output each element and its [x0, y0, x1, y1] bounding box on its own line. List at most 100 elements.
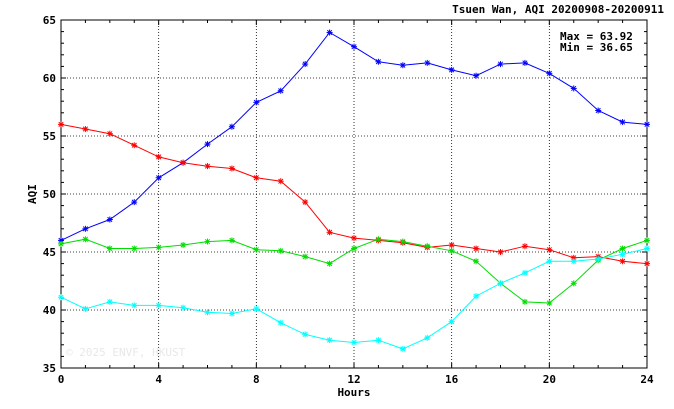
data-point-marker [570, 258, 577, 265]
grid-lines [61, 20, 647, 368]
data-point-marker [448, 242, 455, 249]
data-point-marker [253, 174, 260, 181]
data-point-marker [180, 304, 187, 311]
data-point-marker [448, 66, 455, 73]
data-point-marker [399, 62, 406, 69]
watermark: © 2025 ENVF, HKUST [66, 346, 186, 359]
x-tick-label: 4 [155, 373, 162, 386]
data-point-marker [644, 260, 650, 267]
data-point-marker [351, 339, 357, 346]
data-point-marker [82, 305, 89, 312]
data-point-marker [424, 334, 431, 341]
x-tick-label: 8 [253, 373, 260, 386]
data-point-marker [204, 163, 211, 170]
data-point-marker [326, 337, 333, 344]
data-point-marker [546, 300, 553, 307]
data-point-marker [497, 249, 504, 255]
data-point-marker [204, 141, 211, 148]
y-tick-label: 60 [43, 72, 56, 85]
y-axis: 35 40 45 50 55 60 65 [43, 14, 647, 375]
data-point-marker [570, 85, 577, 92]
data-point-marker [546, 70, 553, 77]
data-point-marker [473, 72, 480, 79]
data-point-marker [375, 337, 382, 344]
data-point-marker [106, 245, 113, 252]
x-axis: 0 4 8 12 16 20 24 [58, 20, 654, 386]
data-point-marker [82, 126, 89, 133]
data-point-marker [399, 345, 406, 352]
data-point-marker [619, 251, 626, 258]
data-point-marker [204, 238, 211, 245]
data-point-marker [473, 293, 480, 300]
data-point-marker [521, 298, 528, 305]
stat-min: Min = 36.65 [560, 41, 633, 54]
series-3 [58, 236, 650, 307]
data-point-marker [106, 216, 113, 223]
x-tick-label: 12 [347, 373, 360, 386]
data-point-marker [302, 199, 309, 206]
data-point-marker [351, 43, 357, 50]
data-point-marker [399, 238, 406, 245]
data-point-marker [497, 61, 504, 68]
series-4 [58, 245, 650, 352]
data-point-marker [82, 236, 89, 243]
data-point-marker [58, 294, 64, 301]
data-point-marker [619, 119, 626, 126]
data-point-marker [228, 123, 235, 130]
data-point-marker [277, 319, 284, 326]
data-point-marker [521, 243, 528, 250]
data-point-marker [277, 87, 284, 94]
data-point-marker [595, 255, 602, 262]
data-point-marker [448, 247, 455, 254]
data-point-marker [131, 245, 138, 252]
data-point-marker [155, 244, 162, 251]
data-point-marker [58, 121, 64, 128]
data-point-marker [302, 331, 309, 338]
data-point-marker [326, 260, 333, 267]
y-tick-label: 50 [43, 188, 56, 201]
data-point-marker [277, 247, 284, 254]
data-point-marker [424, 243, 431, 250]
series-1 [58, 29, 650, 244]
data-point-marker [351, 245, 357, 252]
data-point-marker [546, 258, 553, 265]
data-point-marker [375, 236, 382, 243]
data-point-marker [82, 225, 89, 232]
data-point-marker [546, 246, 553, 253]
x-tick-label: 20 [543, 373, 556, 386]
y-tick-label: 45 [43, 246, 56, 259]
data-point-marker [619, 258, 626, 265]
data-point-marker [180, 242, 187, 249]
x-tick-label: 16 [445, 373, 459, 386]
data-point-marker [644, 245, 650, 252]
x-axis-label: Hours [337, 386, 370, 399]
y-tick-label: 35 [43, 362, 56, 375]
data-point-marker [644, 237, 650, 244]
data-point-marker [58, 240, 64, 247]
data-point-marker [595, 107, 602, 114]
y-tick-label: 65 [43, 14, 56, 27]
data-point-marker [253, 305, 260, 312]
data-point-marker [155, 302, 162, 309]
data-point-marker [106, 130, 113, 137]
data-point-marker [204, 309, 211, 316]
data-point-marker [619, 245, 626, 252]
x-tick-label: 24 [640, 373, 654, 386]
data-point-marker [473, 245, 480, 252]
y-axis-label: AQI [26, 184, 39, 204]
data-point-marker [570, 280, 577, 287]
data-point-marker [375, 58, 382, 65]
data-point-marker [302, 253, 309, 260]
data-point-marker [448, 318, 455, 325]
data-point-marker [644, 121, 650, 128]
data-point-marker [521, 59, 528, 66]
data-point-marker [521, 269, 528, 276]
y-tick-label: 40 [43, 304, 56, 317]
data-point-marker [302, 61, 309, 68]
data-point-marker [326, 229, 333, 236]
data-point-marker [155, 153, 162, 160]
data-point-marker [228, 165, 235, 172]
data-point-marker [277, 178, 284, 185]
data-point-marker [497, 280, 504, 287]
